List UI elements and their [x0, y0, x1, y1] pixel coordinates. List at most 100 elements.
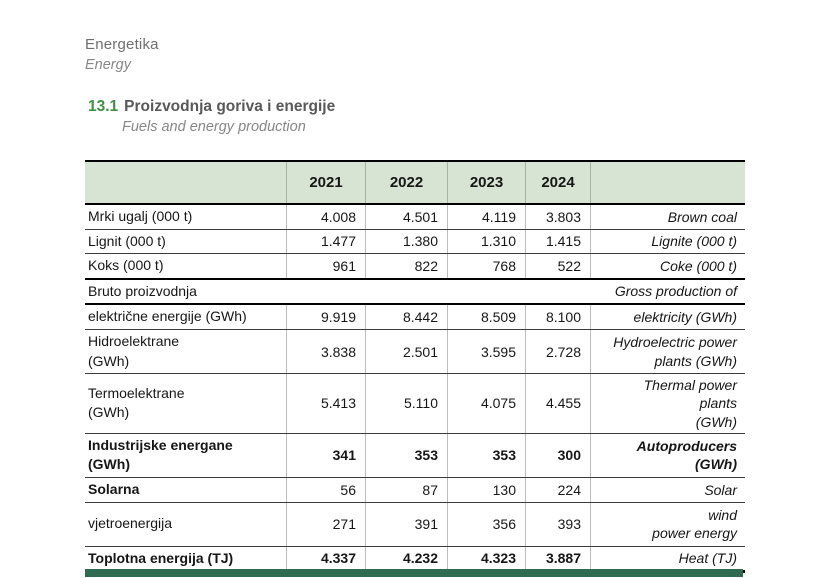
- value-cell: 8.100: [525, 305, 590, 329]
- value-cell: 4.075: [447, 374, 525, 433]
- value-cell: 4.337: [286, 546, 365, 571]
- value-cell: 1.477: [286, 229, 365, 254]
- year-header: 2024: [525, 162, 590, 203]
- table-row: električne energije (GWh) 9.919 8.442 8.509…: [85, 305, 745, 330]
- row-label-english: Coke (000 t): [590, 254, 745, 278]
- value-cell: 8.509: [447, 305, 525, 329]
- section-title-line: 13.1 Proizvodnja goriva i energije: [88, 98, 335, 116]
- value-cell: 522: [525, 254, 590, 278]
- value-cell: 87: [365, 477, 447, 502]
- value-cell: 2.728: [525, 329, 590, 374]
- row-label-line: (GWh): [88, 404, 130, 421]
- row-label-line: Solarna: [88, 480, 140, 497]
- table-row: vjetroenergija 271 391 356 393 wind power ener…: [85, 502, 745, 547]
- english-label-line: Brown coal: [667, 208, 737, 225]
- footer-rule: [85, 569, 743, 577]
- row-label-english: Thermal power plants (GWh): [590, 374, 745, 433]
- english-label-line: Autoproducers: [636, 438, 737, 455]
- section-number: 13.1: [88, 98, 119, 115]
- row-label-line: Lignit (000 t): [88, 232, 166, 249]
- table-row: Lignit (000 t) 1.477 1.380 1.310 1.415 Lignit…: [85, 229, 745, 255]
- table-row: Koks (000 t) 961 822 768 522 Coke (000 t): [85, 254, 745, 280]
- row-label: Mrki ugalj (000 t): [85, 205, 286, 229]
- row-label: električne energije (GWh): [85, 305, 286, 329]
- chapter-title-bosnian: Energetika: [85, 36, 159, 53]
- value-cell: 3.887: [525, 546, 590, 571]
- value-cell: 356: [447, 502, 525, 546]
- row-label: Lignit (000 t): [85, 230, 286, 254]
- row-label: Bruto proizvodnja: [85, 280, 590, 304]
- value-cell: 4.232: [365, 546, 447, 571]
- value-cell: 4.501: [365, 205, 447, 229]
- value-cell: 2.501: [365, 329, 447, 374]
- value-cell: 1.415: [525, 229, 590, 254]
- value-cell: 130: [447, 477, 525, 502]
- row-label-english: wind power energy: [590, 502, 745, 546]
- english-label-line: Heat (TJ): [678, 550, 737, 567]
- table-row: Solarna 56 87 130 224 Solar: [85, 477, 745, 503]
- value-cell: 3.803: [525, 205, 590, 229]
- row-label-english: Lignite (000 t): [590, 229, 745, 254]
- value-cell: 341: [286, 433, 365, 477]
- value-cell: 1.310: [447, 229, 525, 254]
- row-label-english: Solar: [590, 477, 745, 502]
- row-label-line: električne energije (GWh): [88, 308, 247, 325]
- english-label-line: (GWh): [695, 413, 737, 430]
- value-cell: 9.919: [286, 305, 365, 329]
- value-cell: 393: [525, 502, 590, 546]
- row-label-english: Brown coal: [590, 205, 745, 229]
- year-header: 2022: [365, 162, 447, 203]
- header-empty-cell: [85, 162, 286, 203]
- english-label-line: (GWh): [695, 456, 737, 473]
- year-header: 2021: [286, 162, 365, 203]
- value-cell: 4.008: [286, 205, 365, 229]
- row-label-line: Hidroelektrane: [88, 332, 180, 349]
- english-label-line: Solar: [704, 481, 737, 498]
- value-cell: 3.595: [447, 329, 525, 374]
- table-row: Toplotna energija (TJ) 4.337 4.232 4.323 3.8…: [85, 546, 745, 571]
- table-row: Industrijske energane (GWh) 341 353 353 300 Au…: [85, 433, 745, 478]
- value-cell: 5.413: [286, 374, 365, 433]
- value-cell: 3.838: [286, 329, 365, 374]
- row-label-english: Autoproducers (GWh): [590, 433, 745, 477]
- english-label-line: elektricity (GWh): [633, 309, 737, 326]
- row-label: Hidroelektrane (GWh): [85, 330, 286, 373]
- stats-table: 2021 2022 2023 2024 Mrki ugalj (000 t) 4.008 4…: [85, 160, 745, 574]
- row-label: vjetroenergija: [85, 503, 286, 546]
- row-label-line: Termoelektrane: [88, 384, 185, 401]
- value-cell: 224: [525, 477, 590, 502]
- value-cell: 961: [286, 254, 365, 278]
- row-label: Solarna: [85, 478, 286, 502]
- value-cell: 5.110: [365, 374, 447, 433]
- table-row: Hidroelektrane (GWh) 3.838 2.501 3.595 2.728 H…: [85, 329, 745, 375]
- row-label-english: Gross production of: [590, 280, 745, 304]
- english-label-line: power energy: [652, 525, 737, 541]
- value-cell: 822: [365, 254, 447, 278]
- row-label-line: Mrki ugalj (000 t): [88, 208, 193, 224]
- chapter-title-english: Energy: [85, 57, 131, 73]
- value-cell: 1.380: [365, 229, 447, 254]
- chapter-heading: Energetika Energy: [85, 36, 159, 73]
- row-label-english: Hydroelectric power plants (GWh): [590, 329, 745, 374]
- table-row: Mrki ugalj (000 t) 4.008 4.501 4.119 3.803 Br…: [85, 205, 745, 230]
- section-title-english: Fuels and energy production: [122, 119, 306, 135]
- english-label-line: wind: [708, 506, 737, 523]
- english-label-line: Coke (000 t): [659, 257, 737, 274]
- value-cell: 768: [447, 254, 525, 278]
- value-cell: 4.119: [447, 205, 525, 229]
- english-label-line: Lignite (000 t): [651, 233, 737, 250]
- row-label: Termoelektrane (GWh): [85, 374, 286, 433]
- value-cell: 391: [365, 502, 447, 546]
- row-label: Industrijske energane (GWh): [85, 434, 286, 477]
- row-label-line: Industrijske energane: [88, 436, 233, 453]
- row-label-english: elektricity (GWh): [590, 305, 745, 329]
- english-label-line: Gross production of: [614, 283, 737, 300]
- section-heading: 13.1 Proizvodnja goriva i energije Fuels …: [88, 98, 335, 135]
- row-label-line: vjetroenergija: [88, 515, 173, 532]
- row-label-line: (GWh): [88, 456, 130, 473]
- row-label-line: (GWh): [88, 352, 130, 369]
- value-cell: 271: [286, 502, 365, 546]
- value-cell: 4.323: [447, 546, 525, 571]
- value-cell: 353: [365, 433, 447, 477]
- table-header-row: 2021 2022 2023 2024: [85, 162, 745, 205]
